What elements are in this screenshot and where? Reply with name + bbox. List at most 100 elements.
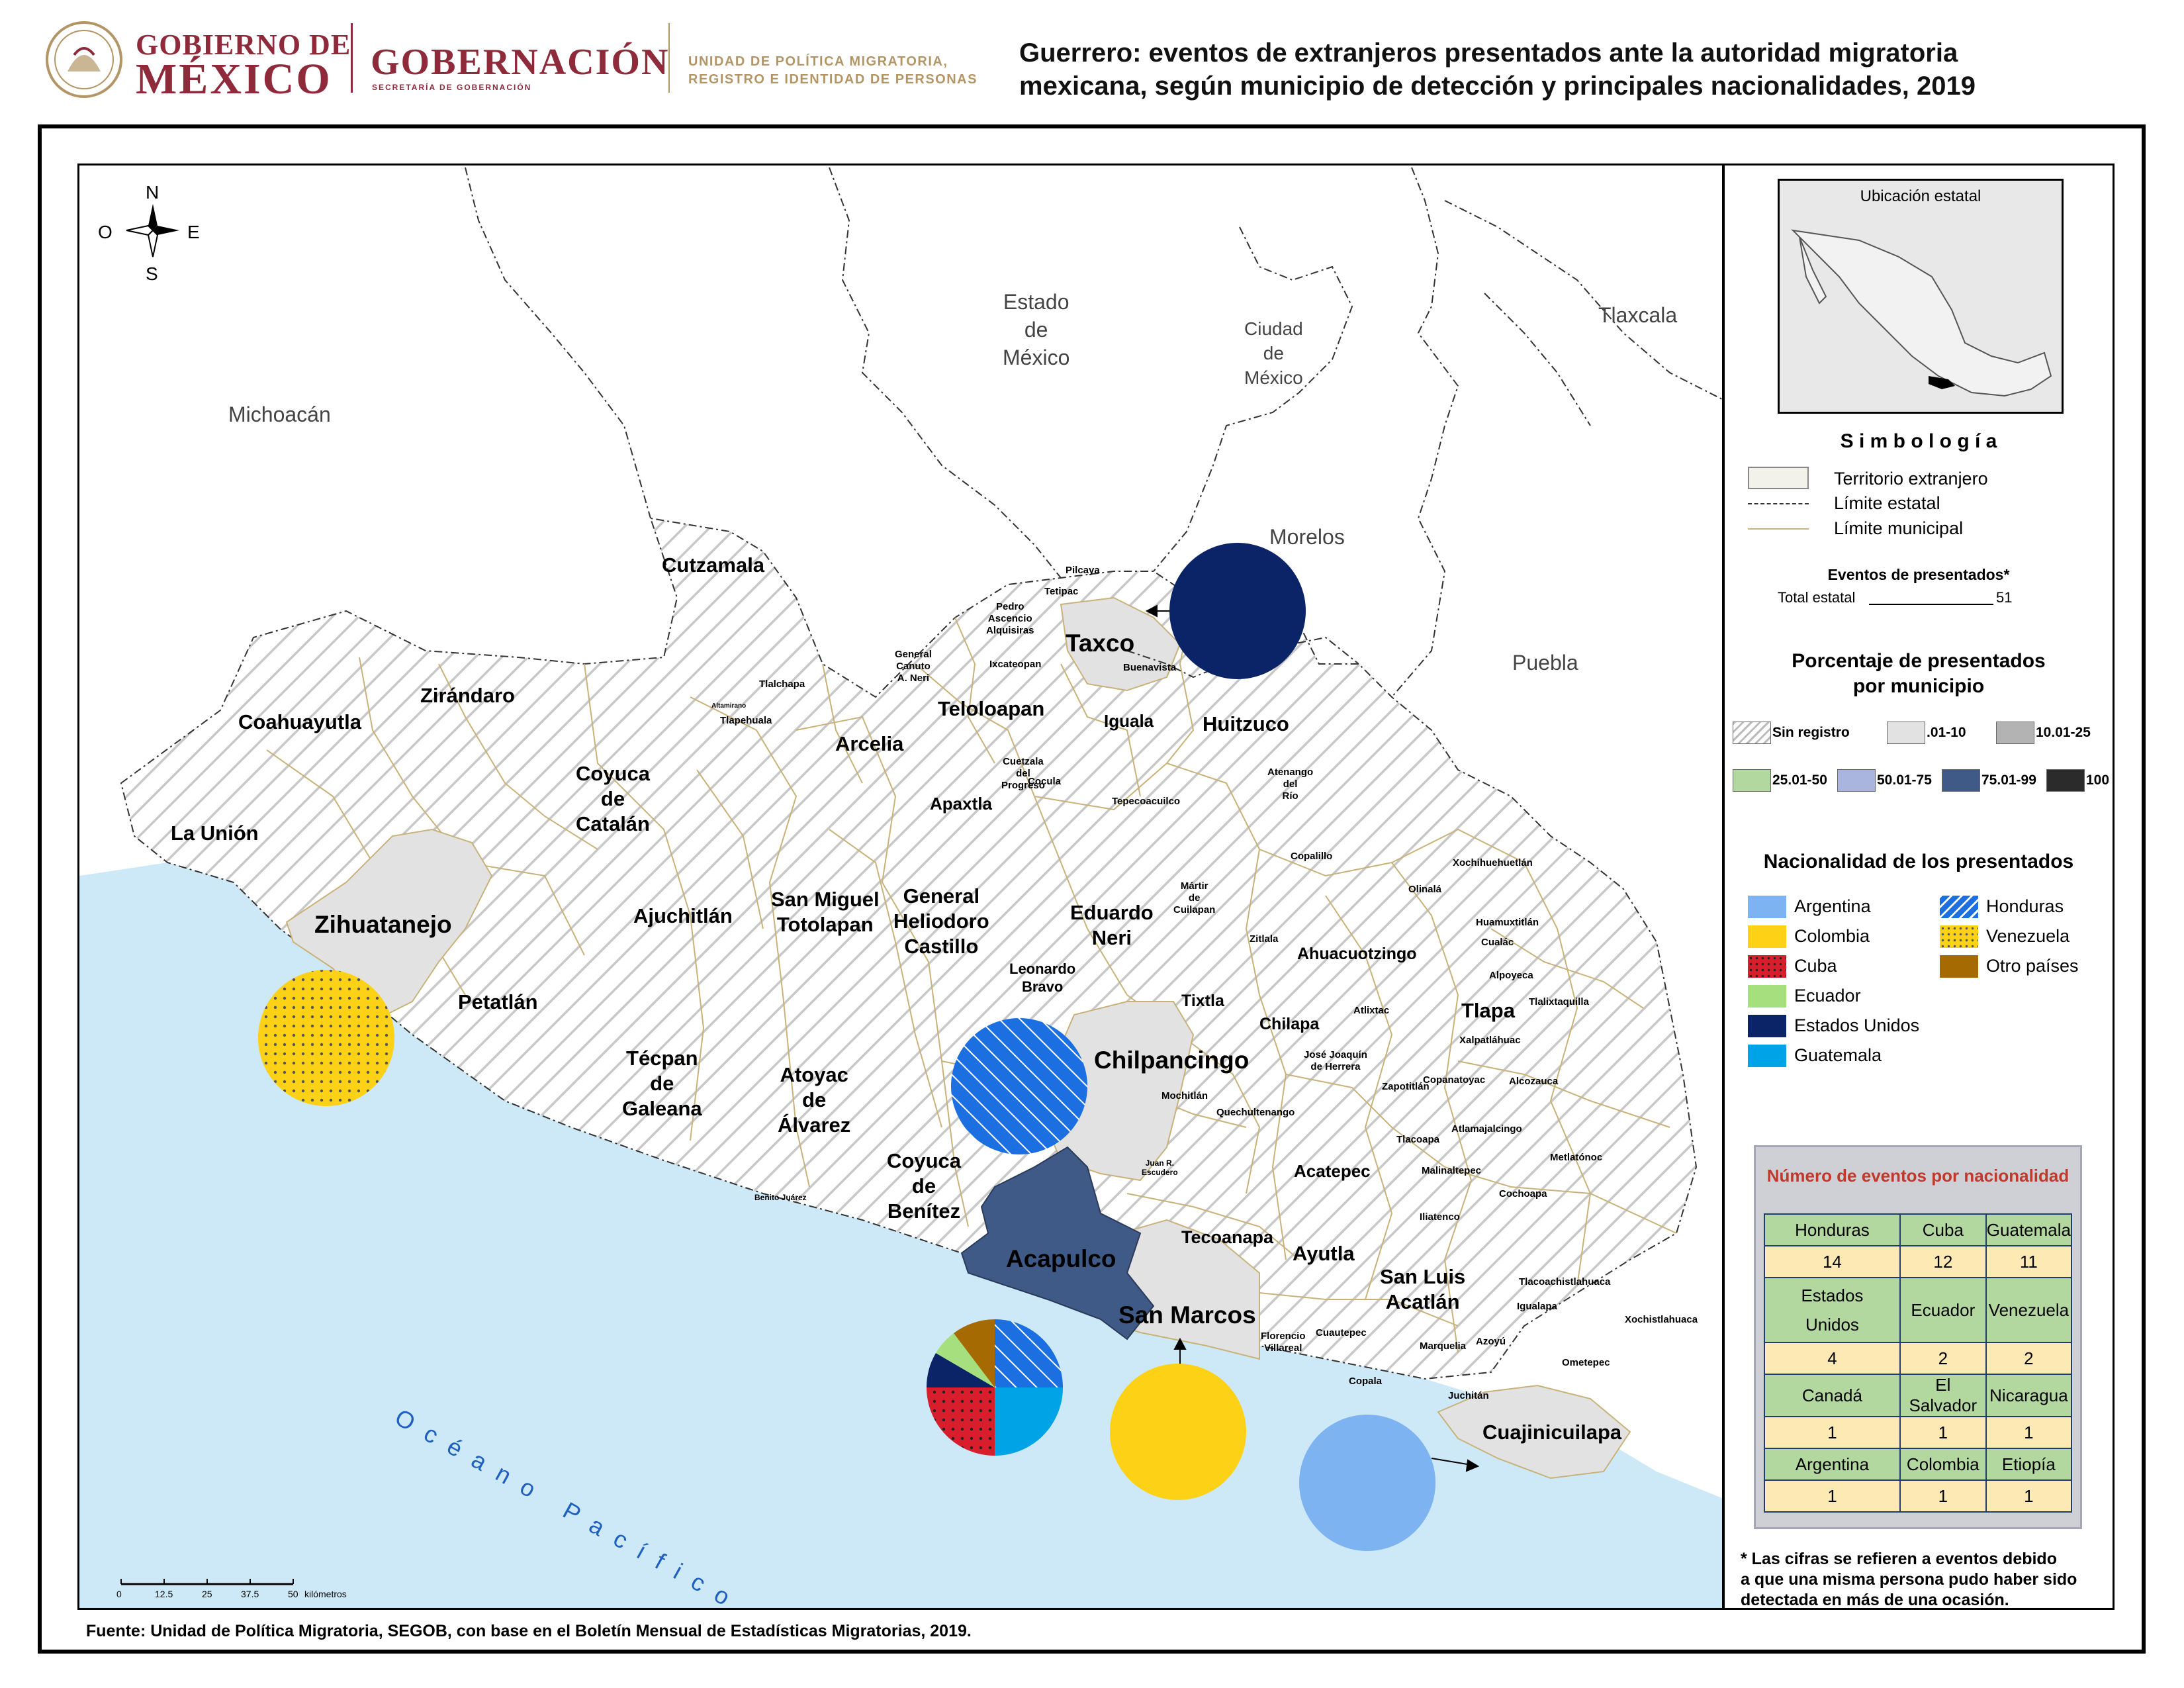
mun-alcozauca: Alcozauca xyxy=(1509,1076,1559,1087)
cell-honduras: Honduras xyxy=(1764,1213,1901,1246)
atenango-3: Río xyxy=(1282,790,1298,802)
arrows xyxy=(1145,604,1480,1472)
mun-acapulco: Acapulco xyxy=(1006,1245,1116,1272)
compass-o: O xyxy=(98,222,113,242)
mun-ayutla: Ayutla xyxy=(1293,1242,1355,1265)
cuetzala-3: Progreso xyxy=(1001,780,1045,791)
mun-tlapehuala: Tlapehuala xyxy=(720,715,772,726)
class-swatch-10-25 xyxy=(1996,722,2034,744)
map-panel: N S E O 0 12.5 25 37.5 50 kilómetros Mic… xyxy=(77,164,1724,1610)
mun-mochitlan: Mochitlán xyxy=(1161,1090,1208,1102)
mun-cuautepec: Cuautepec xyxy=(1316,1327,1367,1338)
label-morelos: Morelos xyxy=(1269,525,1345,549)
secretaria-name: GOBERNACIÓN xyxy=(371,42,670,83)
nacionalidad-title: Nacionalidad de los presentados xyxy=(1763,851,2074,872)
cell-colombia: Colombia xyxy=(1899,1448,1987,1481)
porcentaje-title: Porcentaje de presentados por municipio xyxy=(1725,649,2113,699)
mun-arcelia: Arcelia xyxy=(835,732,904,755)
class-swatch-01-10 xyxy=(1887,722,1925,744)
nat-label-argentina: Argentina xyxy=(1794,896,1871,916)
pedro-1: Pedro xyxy=(996,601,1024,612)
eventos-title: Eventos de presentados* xyxy=(1827,566,2010,583)
scale-37: 37.5 xyxy=(241,1589,259,1599)
juanr-2: Escudero xyxy=(1142,1168,1178,1177)
footnote-2: a que una misma persona pudo haber sido xyxy=(1741,1570,2077,1589)
mun-ajuchitlan: Ajuchitlán xyxy=(633,904,733,927)
total-label: Total estatal xyxy=(1778,589,1856,606)
mun-sanluis: San Luis Acatlán xyxy=(1380,1264,1465,1315)
mun-pedro: Pedro Ascencio Alquisiras xyxy=(986,601,1034,637)
limite-municipal-line xyxy=(1748,528,1809,530)
mun-copalillo: Copalillo xyxy=(1291,851,1333,862)
nat-label-venezuela: Venezuela xyxy=(1986,926,2070,946)
source-note: Fuente: Unidad de Política Migratoria, S… xyxy=(86,1622,972,1640)
edomex-2: de xyxy=(1024,318,1048,342)
mun-taxco: Taxco xyxy=(1066,630,1135,657)
symbol-acapulco-pie xyxy=(926,1319,1063,1456)
cell-cuba-value: 12 xyxy=(1899,1245,1987,1278)
events-table-box: Número de eventos por nacionalidad Hondu… xyxy=(1754,1145,2082,1529)
atoyac-2: de xyxy=(802,1088,827,1111)
mun-cuajinicuilapa: Cuajinicuilapa xyxy=(1482,1421,1622,1444)
mun-quechultenango: Quechultenango xyxy=(1216,1107,1295,1118)
mun-ixcateopan: Ixcateopan xyxy=(989,659,1042,670)
sanluis-1: San Luis xyxy=(1380,1265,1466,1288)
sanluis-2: Acatlán xyxy=(1385,1290,1460,1313)
state-borders xyxy=(465,167,1722,698)
mun-juan-r: Juan R. Escudero xyxy=(1142,1158,1178,1177)
mun-atlamajalcingo: Atlamajalcingo xyxy=(1451,1123,1522,1135)
map-svg xyxy=(79,167,1722,1608)
class-label-01-10: .01-10 xyxy=(1927,725,1966,740)
class-label-sinregistro: Sin registro xyxy=(1772,725,1850,740)
mun-malinaltepec: Malinaltepec xyxy=(1422,1165,1482,1176)
class-swatch-25-50 xyxy=(1733,769,1771,792)
tecpan-2: de xyxy=(650,1072,674,1095)
mun-copala: Copala xyxy=(1349,1376,1383,1387)
mun-tlacoachistlahuaca: Tlacoachistlahuaca xyxy=(1519,1276,1611,1288)
ocean-area xyxy=(79,863,1722,1608)
mun-huamuxtitlan: Huamuxtitlán xyxy=(1476,917,1539,928)
mun-zihuatanejo: Zihuatanejo xyxy=(314,911,452,938)
mun-eduardo-neri: Eduardo Neri xyxy=(1070,900,1154,951)
unidad-line1: UNIDAD DE POLÍTICA MIGRATORIA, xyxy=(688,54,948,69)
symbol-cuajinicuilapa-argentina xyxy=(1299,1415,1435,1551)
cuetzala-1: Cuetzala xyxy=(1003,756,1044,767)
coyuca-cat-2: de xyxy=(600,787,625,810)
nat-swatch-venezuela xyxy=(1940,925,1978,948)
cell-venezuela: Venezuela xyxy=(1985,1277,2073,1343)
mun-cuetzala: Cuetzala del Progreso xyxy=(1001,756,1045,792)
nat-label-colombia: Colombia xyxy=(1794,926,1870,946)
juanr-1: Juan R. xyxy=(1145,1158,1175,1168)
mun-chilapa: Chilapa xyxy=(1259,1015,1320,1033)
gobierno-line1: GOBIERNO DE xyxy=(136,28,351,61)
mun-atenango: Atenango del Río xyxy=(1267,767,1313,802)
josejoaquin-2: de Herrera xyxy=(1310,1061,1361,1072)
mexico-inset-icon xyxy=(1791,229,2052,397)
events-table: Honduras Cuba Guatemala 14 12 11 Estados… xyxy=(1764,1213,2073,1513)
mun-azoyu: Azoyú xyxy=(1476,1336,1506,1347)
nat-label-honduras: Honduras xyxy=(1986,896,2064,916)
mun-zapotitlan: Zapotitlán xyxy=(1382,1081,1430,1092)
mun-tetipac: Tetipac xyxy=(1044,586,1079,597)
mun-benito: Benito Juárez xyxy=(754,1193,807,1202)
cell-guatemala: Guatemala xyxy=(1985,1213,2073,1246)
tecpan-3: Galeana xyxy=(622,1097,702,1120)
secretaria-sub: SECRETARÍA DE GOBERNACIÓN xyxy=(372,83,532,92)
general-2: Heliodoro xyxy=(893,910,989,933)
cell-etiopia: Etiopía xyxy=(1985,1448,2073,1481)
mun-tlalixtaquilla: Tlalixtaquilla xyxy=(1529,996,1589,1008)
nat-swatch-honduras xyxy=(1940,896,1978,918)
mun-coahuayutla: Coahuayutla xyxy=(238,710,362,733)
pedro-3: Alquisiras xyxy=(986,625,1034,636)
cell-nicaragua-value: 1 xyxy=(1985,1416,2073,1449)
mun-alpoyeca: Alpoyeca xyxy=(1489,970,1533,981)
cell-usa: Estados Unidos xyxy=(1764,1277,1901,1343)
nat-swatch-cuba xyxy=(1748,955,1786,978)
unidad-line2: REGISTRO E IDENTIDAD DE PERSONAS xyxy=(688,72,978,87)
cdmx-1: Ciudad xyxy=(1244,318,1303,339)
cell-honduras-value: 14 xyxy=(1764,1245,1901,1278)
territorio-swatch xyxy=(1748,467,1809,489)
scale-50: 50 xyxy=(288,1589,298,1599)
atenango-1: Atenango xyxy=(1267,767,1314,778)
class-label-75-99: 75.01-99 xyxy=(1981,773,2036,788)
